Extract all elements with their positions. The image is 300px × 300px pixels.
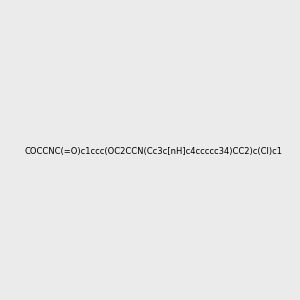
Text: COCCNC(=O)c1ccc(OC2CCN(Cc3c[nH]c4ccccc34)CC2)c(Cl)c1: COCCNC(=O)c1ccc(OC2CCN(Cc3c[nH]c4ccccc34… — [25, 147, 283, 156]
